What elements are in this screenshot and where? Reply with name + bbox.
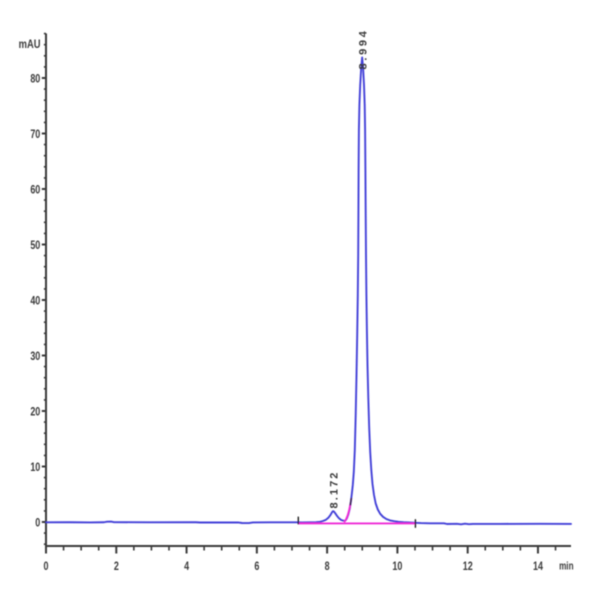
svg-text:0: 0	[44, 561, 49, 573]
svg-text:mAU: mAU	[19, 38, 41, 51]
svg-text:60: 60	[30, 184, 40, 196]
svg-text:10: 10	[30, 462, 40, 474]
svg-text:10: 10	[392, 561, 402, 573]
svg-text:14: 14	[533, 561, 543, 573]
svg-text:30: 30	[30, 351, 40, 363]
svg-text:6: 6	[254, 561, 259, 573]
svg-text:8.994: 8.994	[357, 28, 369, 69]
svg-text:min: min	[559, 560, 574, 573]
svg-text:20: 20	[30, 406, 40, 418]
svg-text:2: 2	[114, 561, 119, 573]
svg-text:8: 8	[325, 561, 330, 573]
svg-text:4: 4	[184, 561, 189, 573]
svg-text:40: 40	[30, 295, 40, 307]
svg-text:70: 70	[30, 129, 40, 141]
svg-text:8.172: 8.172	[328, 470, 340, 508]
svg-text:80: 80	[30, 73, 40, 85]
svg-text:12: 12	[463, 561, 473, 573]
svg-text:50: 50	[30, 240, 40, 252]
svg-text:0: 0	[35, 517, 40, 529]
